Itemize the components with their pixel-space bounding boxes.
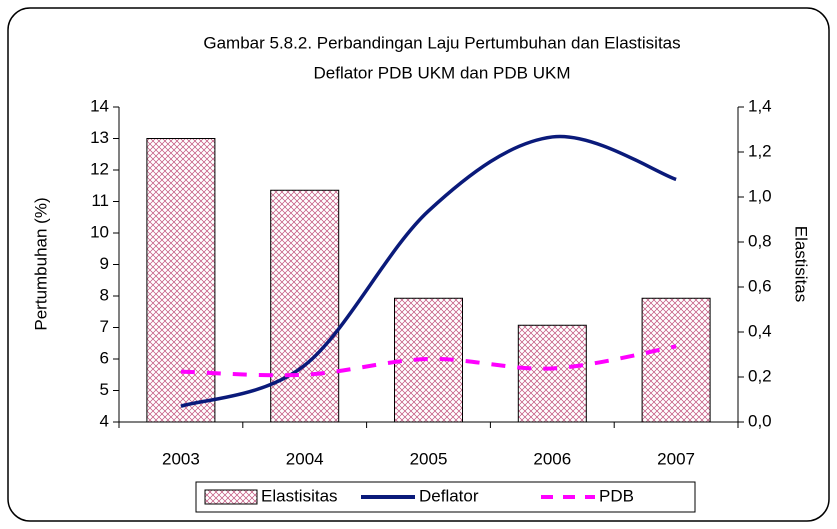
chart-title: Gambar 5.8.2. Perbandingan Laju Pertumbu… — [203, 33, 680, 52]
y2-tick-label: 0,4 — [748, 321, 772, 340]
legend-swatch — [204, 489, 258, 505]
x-tick-label: 2004 — [286, 449, 324, 468]
dashed-line — [180, 344, 677, 378]
x-tick-label: 2006 — [533, 449, 571, 468]
y-tick-label: 9 — [100, 254, 109, 273]
y-tick-label: 8 — [100, 285, 109, 304]
y2-tick-label: 1,0 — [748, 186, 772, 205]
y2-tick-label: 0,0 — [748, 411, 772, 430]
y-tick-label: 12 — [90, 159, 109, 178]
y-tick-label: 4 — [100, 411, 109, 430]
y2-axis-label: Elastisitas — [792, 226, 811, 303]
legend-label: Deflator — [419, 486, 479, 505]
legend-label: PDB — [599, 486, 634, 505]
y-tick-label: 6 — [100, 348, 109, 367]
y-axis-label: Pertumbuhan (%) — [31, 197, 50, 330]
x-tick-label: 2003 — [162, 449, 200, 468]
y2-tick-label: 1,2 — [748, 141, 772, 160]
y2-tick-label: 1,4 — [748, 96, 772, 115]
y-tick-label: 13 — [90, 128, 109, 147]
legend-label: Elastisitas — [261, 486, 338, 505]
legend — [195, 481, 696, 513]
bar — [641, 297, 711, 423]
bar — [270, 189, 340, 423]
x-tick-label: 2005 — [410, 449, 448, 468]
y-tick-label: 5 — [100, 380, 109, 399]
x-tick-label: 2007 — [657, 449, 695, 468]
y2-tick-label: 0,2 — [748, 366, 772, 385]
chart-title: Deflator PDB UKM dan PDB UKM — [314, 63, 571, 82]
bar — [146, 138, 216, 423]
bar — [517, 324, 587, 423]
y-tick-label: 11 — [91, 191, 109, 210]
line — [180, 134, 677, 408]
y2-tick-label: 0,8 — [748, 231, 772, 250]
y-tick-label: 7 — [100, 317, 109, 336]
y2-tick-label: 0,6 — [748, 276, 772, 295]
frame — [7, 7, 830, 522]
y-tick-label: 14 — [90, 96, 109, 115]
y-tick-label: 10 — [90, 222, 109, 241]
